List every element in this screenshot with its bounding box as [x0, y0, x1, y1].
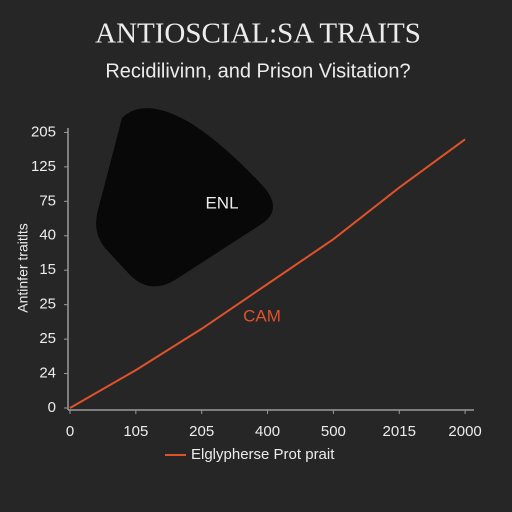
y-tick-label: 25	[39, 296, 56, 313]
y-tick-label: 0	[48, 399, 56, 416]
x-tick-label: 2015	[383, 423, 416, 440]
y-tick-label: 25	[39, 330, 56, 347]
y-tick-label: 40	[39, 227, 56, 244]
y-axis-label: Antinfer traitlts	[15, 223, 31, 312]
x-tick-label: 105	[123, 423, 148, 440]
chart-subtitle: Recidilivinn, and Prison Visitation?	[105, 60, 410, 82]
line	[69, 138, 466, 409]
y-tick-label: 205	[31, 123, 56, 140]
x-tick-label: 400	[255, 423, 280, 440]
y-tick-label: 24	[39, 365, 56, 382]
annotation: ENL	[205, 193, 238, 212]
x-tick-label: 2000	[448, 423, 481, 440]
annotation: CAM	[243, 306, 281, 325]
x-tick-label: 205	[189, 423, 214, 440]
x-tick-label: 0	[66, 423, 74, 440]
blob-shape	[96, 108, 274, 287]
legend-label: Elglypherse Prot prait	[191, 446, 335, 463]
chart-title: ANTIOSCIAL:SA TRAITS	[95, 18, 421, 50]
y-tick-label: 75	[39, 192, 56, 209]
y-tick-label: 125	[31, 158, 56, 175]
x-tick-label: 500	[321, 423, 346, 440]
y-tick-label: 15	[39, 261, 56, 278]
